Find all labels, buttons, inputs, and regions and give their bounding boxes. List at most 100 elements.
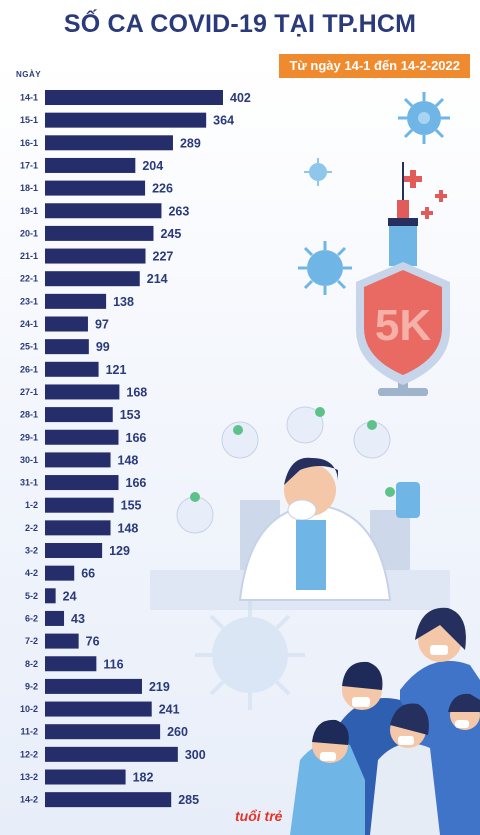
date-range-badge: Từ ngày 14-1 đến 14-2-2022 — [279, 54, 470, 78]
value-label: 241 — [159, 703, 180, 717]
category-label: 14-2 — [20, 795, 38, 805]
value-label: 182 — [133, 771, 154, 785]
shield-icon: 5K — [356, 262, 450, 385]
category-label: 10-2 — [20, 704, 38, 714]
bar — [45, 746, 178, 762]
category-label: 22-1 — [20, 274, 38, 284]
bar — [45, 225, 154, 241]
bar — [45, 656, 97, 672]
bar — [45, 701, 152, 717]
bar — [45, 180, 146, 196]
value-label: 260 — [167, 725, 188, 739]
category-label: 17-1 — [20, 160, 38, 170]
virus-icon — [304, 158, 332, 186]
category-label: 23-1 — [20, 296, 38, 306]
value-label: 43 — [71, 612, 85, 626]
bar — [45, 157, 136, 173]
value-label: 300 — [185, 748, 206, 762]
value-label: 166 — [126, 476, 147, 490]
bar — [45, 543, 103, 558]
value-label: 263 — [168, 204, 189, 218]
category-label: 16-1 — [20, 138, 38, 148]
category-label: 29-1 — [20, 432, 38, 442]
bar — [45, 203, 162, 219]
value-label: 148 — [118, 521, 139, 535]
category-label: 18-1 — [20, 183, 38, 193]
virus-icon — [195, 600, 305, 710]
bar — [45, 520, 111, 536]
category-label: 11-2 — [20, 727, 38, 737]
category-label: 27-1 — [20, 387, 38, 397]
category-label: 3-2 — [25, 546, 38, 556]
value-label: 138 — [113, 295, 134, 309]
category-label: 12-2 — [20, 749, 38, 759]
value-label: 121 — [106, 363, 127, 377]
value-label: 76 — [86, 635, 100, 649]
category-label: 2-2 — [25, 523, 38, 533]
bar — [45, 769, 126, 785]
crowd-illustration — [290, 607, 480, 835]
category-label: 7-2 — [25, 636, 38, 646]
category-label: 19-1 — [20, 206, 38, 216]
bar — [45, 90, 223, 105]
value-label: 148 — [118, 453, 139, 467]
virus-icon — [298, 241, 352, 295]
value-label: 24 — [63, 589, 77, 603]
category-label: 28-1 — [20, 410, 38, 420]
value-label: 402 — [230, 91, 251, 105]
category-label: 15-1 — [20, 115, 38, 125]
bar — [45, 497, 114, 513]
value-label: 226 — [152, 182, 173, 196]
publisher-logo: tuổi trẻ — [235, 808, 283, 824]
value-label: 155 — [121, 499, 142, 513]
y-axis-label: NGÀY — [16, 70, 42, 79]
bar — [45, 293, 107, 309]
category-label: 4-2 — [25, 568, 38, 578]
category-label: 14-1 — [20, 93, 38, 103]
bar — [45, 565, 75, 581]
plus-icon — [404, 170, 447, 219]
bar — [45, 588, 56, 604]
value-label: 285 — [178, 793, 199, 807]
bar — [45, 452, 111, 468]
category-label: 31-1 — [20, 478, 38, 488]
bar — [45, 724, 161, 740]
bar — [45, 271, 140, 287]
category-label: 30-1 — [20, 455, 38, 465]
category-label: 13-2 — [20, 772, 38, 782]
value-label: 153 — [120, 408, 141, 422]
category-label: 1-2 — [25, 500, 38, 510]
bar — [45, 361, 99, 377]
bar — [45, 792, 172, 808]
bar — [45, 407, 113, 423]
category-label: 9-2 — [25, 681, 38, 691]
value-label: 168 — [126, 385, 147, 399]
value-label: 66 — [81, 567, 95, 581]
value-label: 204 — [142, 159, 163, 173]
bar — [45, 135, 173, 151]
value-label: 219 — [149, 680, 170, 694]
category-label: 24-1 — [20, 319, 38, 329]
bar — [45, 316, 88, 332]
category-label: 26-1 — [20, 364, 38, 374]
category-label: 20-1 — [20, 228, 38, 238]
value-label: 97 — [95, 318, 109, 332]
value-label: 245 — [160, 227, 181, 241]
category-label: 6-2 — [25, 613, 38, 623]
bar — [45, 339, 89, 355]
bar — [45, 678, 142, 694]
bar — [45, 610, 65, 626]
category-label: 21-1 — [20, 251, 38, 261]
value-label: 129 — [109, 544, 130, 558]
value-label: 99 — [96, 340, 110, 354]
bar — [45, 475, 119, 491]
bar — [45, 429, 119, 445]
bar — [45, 633, 79, 649]
doctor-illustration — [150, 406, 450, 610]
shield-text: 5K — [375, 301, 431, 350]
value-label: 116 — [103, 657, 123, 671]
page-title: SỐ CA COVID-19 TẠI TP.HCM — [63, 10, 417, 38]
value-label: 214 — [147, 272, 168, 286]
